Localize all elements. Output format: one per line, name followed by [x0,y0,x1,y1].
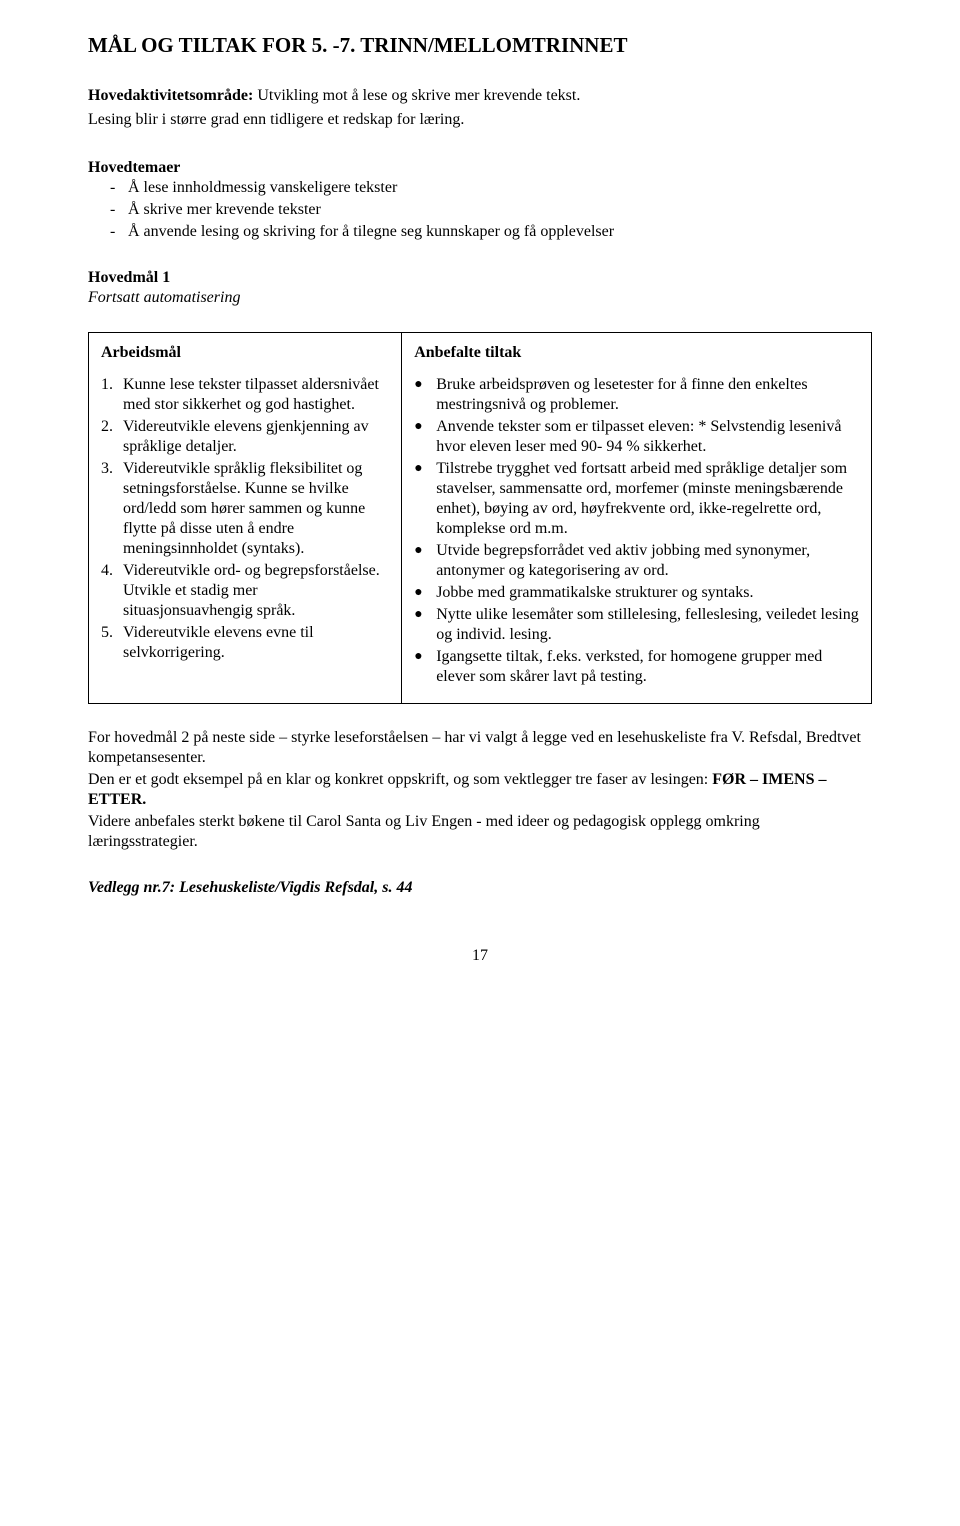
dash-icon: - [110,200,128,220]
list-item-text: Nytte ulike lesemåter som stillelesing, … [436,605,859,645]
bullet-icon: ● [414,605,436,645]
hovedtemaer-heading: Hovedtemaer [88,158,872,178]
list-item: 5.Videreutvikle elevens evne til selvkor… [101,623,389,663]
list-item-text: Videreutvikle språklig fleksibilitet og … [123,459,389,559]
list-item-text: Videreutvikle elevens evne til selvkorri… [123,623,389,663]
closing-paragraphs: For hovedmål 2 på neste side – styrke le… [88,728,872,852]
list-item: ●Jobbe med grammatikalske strukturer og … [414,583,859,603]
list-number: 1. [101,375,123,415]
list-item: ●Anvende tekster som er tilpasset eleven… [414,417,859,457]
list-item: 2.Videreutvikle elevens gjenkjenning av … [101,417,389,457]
list-number: 5. [101,623,123,663]
list-item: ●Utvide begrepsforrådet ved aktiv jobbin… [414,541,859,581]
list-item-text: Utvide begrepsforrådet ved aktiv jobbing… [436,541,859,581]
list-item: ●Nytte ulike lesemåter som stillelesing,… [414,605,859,645]
list-item: -Å anvende lesing og skriving for å tile… [110,222,872,242]
arbeidsmal-list: 1.Kunne lese tekster tilpasset aldersniv… [101,375,389,663]
list-item-text: Tilstrebe trygghet ved fortsatt arbeid m… [436,459,859,539]
list-item: ●Tilstrebe trygghet ved fortsatt arbeid … [414,459,859,539]
list-item: -Å skrive mer krevende tekster [110,200,872,220]
hovedtemaer-list: -Å lese innholdmessig vanskeligere tekst… [110,178,872,242]
list-item: -Å lese innholdmessig vanskeligere tekst… [110,178,872,198]
vedlegg-reference: Vedlegg nr.7: Lesehuskeliste/Vigdis Refs… [88,878,872,898]
bullet-icon: ● [414,375,436,415]
list-number: 4. [101,561,123,621]
bullet-icon: ● [414,417,436,457]
intro-text-1: Utvikling mot å lese og skrive mer kreve… [253,87,580,104]
list-number: 2. [101,417,123,457]
list-item-text: Å anvende lesing og skriving for å tileg… [128,222,614,242]
intro-text-2: Lesing blir i større grad enn tidligere … [88,110,872,130]
list-item-text: Bruke arbeidsprøven og lesetester for å … [436,375,859,415]
list-item: ●Igangsette tiltak, f.eks. verksted, for… [414,647,859,687]
bullet-icon: ● [414,541,436,581]
bullet-icon: ● [414,583,436,603]
closing-text-1: For hovedmål 2 på neste side – styrke le… [88,728,872,768]
tiltak-heading: Anbefalte tiltak [414,343,859,363]
page-title: MÅL OG TILTAK FOR 5. -7. TRINN/MELLOMTRI… [88,32,872,58]
list-item: 1.Kunne lese tekster tilpasset aldersniv… [101,375,389,415]
list-item-text: Anvende tekster som er tilpasset eleven:… [436,417,859,457]
hovedmal1-subheading: Fortsatt automatisering [88,288,872,308]
arbeidsmal-tiltak-table: Arbeidsmål 1.Kunne lese tekster tilpasse… [88,332,872,704]
tiltak-cell: Anbefalte tiltak ●Bruke arbeidsprøven og… [402,333,872,704]
tiltak-list: ●Bruke arbeidsprøven og lesetester for å… [414,375,859,687]
list-item-text: Jobbe med grammatikalske strukturer og s… [436,583,753,603]
list-item-text: Å skrive mer krevende tekster [128,200,321,220]
list-item-text: Videreutvikle elevens gjenkjenning av sp… [123,417,389,457]
bullet-icon: ● [414,459,436,539]
list-item: ●Bruke arbeidsprøven og lesetester for å… [414,375,859,415]
dash-icon: - [110,178,128,198]
list-item: 3.Videreutvikle språklig fleksibilitet o… [101,459,389,559]
bullet-icon: ● [414,647,436,687]
list-number: 3. [101,459,123,559]
intro-paragraph: Hovedaktivitetsområde: Utvikling mot å l… [88,86,872,106]
arbeidsmal-heading: Arbeidsmål [101,343,389,363]
page-number: 17 [88,946,872,966]
arbeidsmal-cell: Arbeidsmål 1.Kunne lese tekster tilpasse… [89,333,402,704]
closing-text-3: Videre anbefales sterkt bøkene til Carol… [88,812,872,852]
closing-text-2-pre: Den er et godt eksempel på en klar og ko… [88,771,712,788]
list-item-text: Igangsette tiltak, f.eks. verksted, for … [436,647,859,687]
list-item-text: Videreutvikle ord- og begrepsforståelse.… [123,561,389,621]
list-item: 4.Videreutvikle ord- og begrepsforståels… [101,561,389,621]
intro-label: Hovedaktivitetsområde: [88,87,253,104]
list-item-text: Å lese innholdmessig vanskeligere tekste… [128,178,397,198]
dash-icon: - [110,222,128,242]
list-item-text: Kunne lese tekster tilpasset aldersnivåe… [123,375,389,415]
hovedmal1-heading: Hovedmål 1 [88,268,872,288]
closing-text-2: Den er et godt eksempel på en klar og ko… [88,770,872,810]
